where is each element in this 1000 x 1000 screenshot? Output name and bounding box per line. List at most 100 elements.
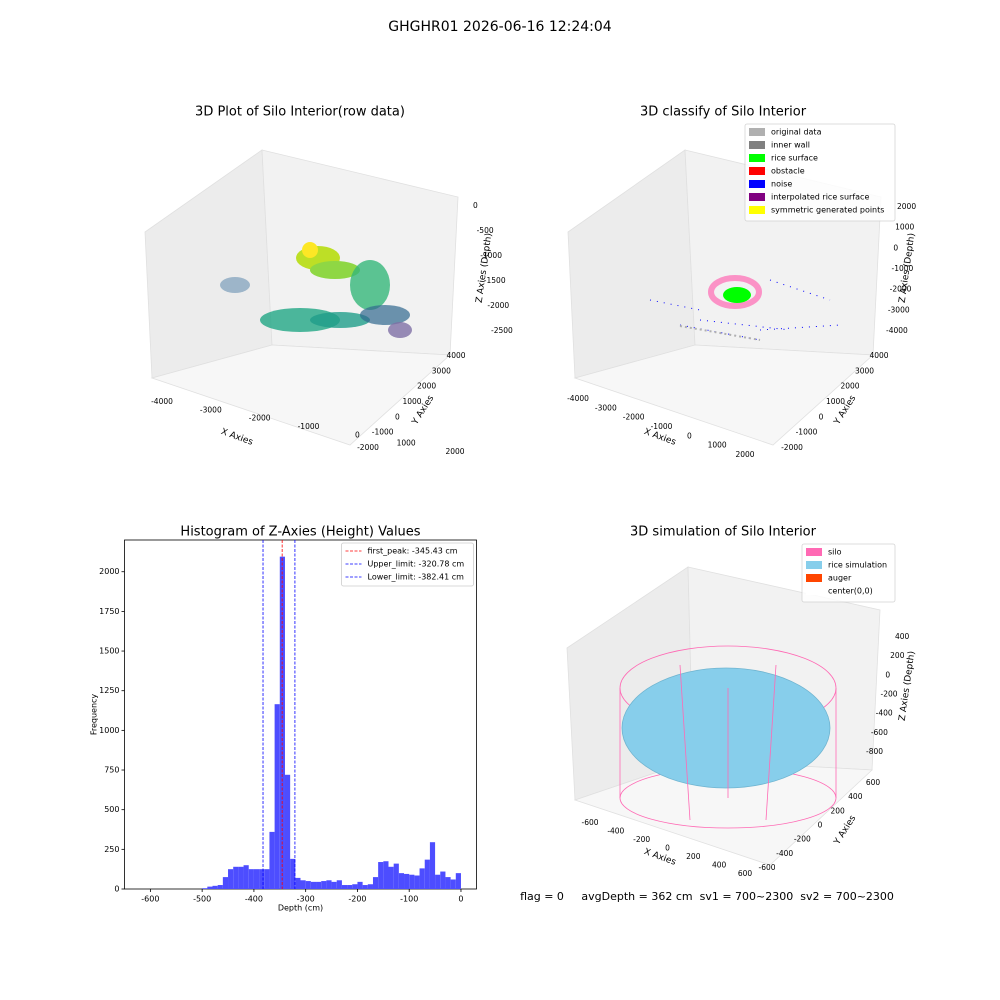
- z-tick-label: -2000: [890, 285, 912, 294]
- x-tick-label: -500: [193, 895, 211, 904]
- bar: [445, 877, 451, 889]
- bar: [228, 869, 234, 889]
- bar: [212, 885, 218, 889]
- x-tick-label: -4000: [151, 397, 173, 406]
- bar: [404, 873, 410, 889]
- x-tick-label: -600: [581, 818, 598, 827]
- z-tick-label: 1000: [895, 223, 914, 232]
- panel-title: 3D simulation of Silo Interior: [630, 525, 817, 540]
- y-tick-label: 400: [848, 792, 863, 801]
- legend-label: rice simulation: [828, 561, 887, 570]
- x-tick-label: -400: [245, 895, 263, 904]
- legend-label: silo: [828, 548, 842, 557]
- z-tick-label: -800: [866, 747, 883, 756]
- x-tick-label: 0: [665, 844, 670, 853]
- z-tick-label: 0: [885, 670, 890, 679]
- z-tick-label: -600: [871, 728, 888, 737]
- y-tick-label: -1000: [372, 428, 394, 437]
- bar: [243, 865, 249, 889]
- legend-swatch: [749, 154, 765, 162]
- bar: [455, 873, 461, 889]
- legend-swatch: [749, 141, 765, 149]
- x-tick-label: -600: [141, 895, 159, 904]
- z-tick-label: 2000: [897, 202, 916, 211]
- z-tick-label: -2000: [487, 301, 509, 310]
- legend-label: interpolated rice surface: [771, 193, 869, 202]
- x-tick-label: -1000: [651, 422, 673, 431]
- panel-title: Histogram of Z-Axies (Height) Values: [180, 525, 420, 540]
- legend-label: center(0,0): [828, 587, 873, 596]
- bar: [248, 869, 254, 889]
- x-tick-label: -2000: [623, 413, 645, 422]
- x-tick-label: 1000: [397, 439, 416, 448]
- silo-simulation: [619, 645, 837, 829]
- legend-label: rice surface: [771, 154, 818, 163]
- y-tick-label: 3000: [855, 366, 874, 375]
- y-tick-label: 1000: [99, 726, 119, 735]
- x-tick-label: -400: [607, 827, 624, 836]
- legend-label: obstacle: [771, 167, 805, 176]
- x-tick-label: -200: [348, 895, 366, 904]
- bar: [357, 881, 363, 889]
- z-tick-label: -500: [477, 226, 494, 235]
- panel-title: 3D Plot of Silo Interior(row data): [195, 105, 405, 120]
- bar: [352, 884, 358, 889]
- y-tick-label: 2000: [417, 382, 436, 391]
- bar: [393, 863, 399, 889]
- bar: [264, 869, 270, 889]
- legend-label: first_peak: -345.43 cm: [368, 547, 458, 556]
- bar: [217, 885, 223, 889]
- z-tick-label: 0: [473, 201, 478, 210]
- bar: [367, 884, 373, 889]
- bar: [274, 704, 280, 889]
- legend-swatch: [749, 206, 765, 214]
- bar: [233, 866, 239, 889]
- legend-swatch: [749, 180, 765, 188]
- x-axis-label: Depth (cm): [278, 904, 323, 913]
- y-tick-label: 1500: [99, 647, 119, 656]
- legend-label: inner wall: [771, 141, 810, 150]
- bar: [259, 869, 265, 889]
- bar: [388, 866, 394, 889]
- x-tick-label: 200: [686, 852, 701, 861]
- y-tick-label: 0: [395, 412, 400, 421]
- legend-label: symmetric generated points: [771, 206, 884, 215]
- bar: [305, 881, 311, 889]
- bar: [316, 881, 322, 889]
- bar: [284, 774, 291, 889]
- y-tick-label: -2000: [357, 443, 379, 452]
- bar: [362, 885, 368, 889]
- y-tick-label: 3000: [432, 366, 451, 375]
- bar: [409, 874, 415, 889]
- z-tick-label: -1500: [484, 276, 506, 285]
- x-tick-label: 1000: [708, 441, 727, 450]
- bar: [383, 861, 389, 889]
- bar: [450, 879, 456, 889]
- legend-swatch: [806, 574, 822, 582]
- legend-swatch: [806, 561, 822, 569]
- x-tick-label: -2000: [249, 414, 271, 423]
- z-tick-label: -200: [881, 690, 898, 699]
- y-tick-label: -1000: [796, 428, 818, 437]
- bar: [326, 880, 332, 889]
- z-tick-label: -400: [876, 709, 893, 718]
- bar: [424, 859, 430, 889]
- bar: [372, 877, 379, 889]
- bar: [290, 858, 296, 889]
- y-tick-label: 4000: [446, 351, 465, 360]
- bar: [295, 877, 301, 889]
- x-tick-label: -3000: [595, 403, 617, 412]
- legend-label: original data: [771, 128, 822, 137]
- legend-swatch: [806, 548, 822, 556]
- legend-swatch: [806, 587, 822, 595]
- y-tick-label: -2000: [781, 443, 803, 452]
- y-tick-label: 500: [104, 805, 119, 814]
- bar: [440, 871, 446, 889]
- point-cloud-2: [649, 275, 841, 341]
- y-tick-label: 1250: [99, 686, 119, 695]
- bar: [336, 880, 342, 889]
- bar: [419, 868, 425, 889]
- x-tick-label: 400: [712, 861, 727, 870]
- y-tick-label: 1000: [402, 397, 421, 406]
- y-tick-label: 2000: [840, 382, 859, 391]
